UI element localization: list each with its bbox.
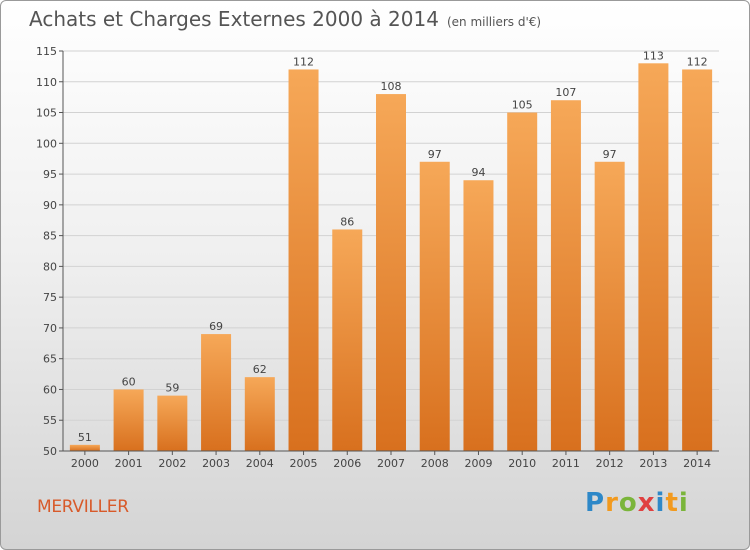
x-tick-label: 2003 bbox=[202, 457, 230, 470]
y-tick-label: 80 bbox=[43, 260, 57, 273]
bar bbox=[682, 69, 713, 451]
bar-value-label: 62 bbox=[253, 363, 267, 376]
x-tick-label: 2014 bbox=[683, 457, 711, 470]
bar bbox=[638, 63, 669, 452]
bar-value-label: 97 bbox=[603, 148, 617, 161]
x-tick-label: 2001 bbox=[115, 457, 143, 470]
bar bbox=[288, 69, 319, 451]
y-tick-label: 50 bbox=[43, 445, 57, 458]
chart-subtitle: (en milliers d'€) bbox=[446, 15, 542, 29]
bar-value-label: 112 bbox=[687, 55, 708, 68]
y-tick-label: 115 bbox=[36, 45, 57, 58]
x-tick-label: 2000 bbox=[71, 457, 99, 470]
x-tick-label: 2013 bbox=[639, 457, 667, 470]
bar-value-label: 105 bbox=[512, 99, 533, 112]
bar-value-label: 108 bbox=[381, 80, 402, 93]
bar bbox=[113, 389, 144, 451]
y-tick-label: 70 bbox=[43, 322, 57, 335]
bar-value-label: 86 bbox=[340, 215, 354, 228]
y-tick-label: 55 bbox=[43, 414, 57, 427]
axes bbox=[59, 50, 719, 455]
x-tick-label: 2005 bbox=[290, 457, 318, 470]
bar bbox=[332, 229, 363, 451]
bar bbox=[550, 100, 581, 451]
proxiti-logo: Proxiti bbox=[585, 488, 689, 518]
x-tick-label: 2008 bbox=[421, 457, 449, 470]
x-tick-label: 2002 bbox=[158, 457, 186, 470]
chart-title: Achats et Charges Externes 2000 à 2014 (e… bbox=[29, 7, 541, 31]
x-tick-label: 2004 bbox=[246, 457, 274, 470]
y-tick-label: 95 bbox=[43, 168, 57, 181]
bar-value-label: 51 bbox=[78, 431, 92, 444]
bar bbox=[244, 377, 275, 451]
bar-value-label: 60 bbox=[122, 375, 136, 388]
y-tick-label: 60 bbox=[43, 383, 57, 396]
bar-value-label: 97 bbox=[428, 148, 442, 161]
y-tick-label: 75 bbox=[43, 291, 57, 304]
bar-value-label: 94 bbox=[471, 166, 485, 179]
bars bbox=[69, 63, 713, 452]
bar bbox=[594, 161, 625, 451]
labels: 50 55 60 65 70 75 80 85 90 95 100 105 110 115 51 2000 60… bbox=[36, 45, 711, 470]
y-tick-label: 65 bbox=[43, 353, 57, 366]
bar-value-label: 107 bbox=[555, 86, 576, 99]
y-tick-label: 100 bbox=[36, 137, 57, 150]
chart-title-text: Achats et Charges Externes 2000 à 2014 bbox=[29, 7, 439, 31]
y-tick-label: 110 bbox=[36, 76, 57, 89]
bar bbox=[463, 180, 494, 451]
y-tick-label: 85 bbox=[43, 230, 57, 243]
x-tick-label: 2012 bbox=[596, 457, 624, 470]
bar-value-label: 113 bbox=[643, 49, 664, 62]
bar bbox=[507, 112, 538, 452]
bar bbox=[376, 94, 406, 452]
city-name: MERVILLER bbox=[37, 497, 129, 517]
x-tick-label: 2006 bbox=[333, 457, 361, 470]
bar-value-label: 69 bbox=[209, 320, 223, 333]
x-tick-label: 2009 bbox=[464, 457, 492, 470]
bar bbox=[69, 444, 100, 451]
bar-value-label: 59 bbox=[165, 382, 179, 395]
y-tick-label: 105 bbox=[36, 107, 57, 120]
x-tick-label: 2010 bbox=[508, 457, 536, 470]
bar bbox=[201, 334, 232, 451]
x-tick-label: 2011 bbox=[552, 457, 580, 470]
bar bbox=[157, 395, 188, 451]
y-tick-label: 90 bbox=[43, 199, 57, 212]
bar bbox=[419, 161, 450, 451]
x-tick-label: 2007 bbox=[377, 457, 405, 470]
bar-value-label: 112 bbox=[293, 55, 314, 68]
